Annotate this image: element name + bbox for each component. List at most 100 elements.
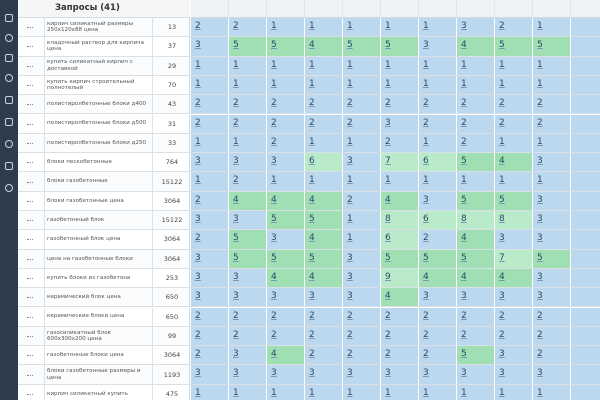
row-menu[interactable]: [18, 153, 45, 172]
row-menu[interactable]: [18, 133, 45, 153]
row-menu[interactable]: [18, 268, 45, 288]
query: блоки газобетонные: [47, 172, 153, 191]
table-row: газобетонные блоки цена 3064 2 3 4 2 2 2 2 5 3 2: [18, 346, 600, 366]
extra-column: [571, 75, 600, 95]
row-menu[interactable]: [18, 114, 45, 133]
row-menu[interactable]: [18, 95, 45, 114]
position: 3: [533, 230, 571, 249]
row-menu[interactable]: [18, 307, 45, 326]
query: кирпич силикатный размеры 250х120х88 цен…: [47, 18, 153, 37]
position: 2: [495, 114, 533, 133]
extra-column: [571, 268, 600, 288]
row-menu[interactable]: [18, 211, 45, 230]
row-menu[interactable]: [18, 56, 45, 75]
nav-icon[interactable]: [5, 14, 13, 22]
row-menu[interactable]: [18, 230, 45, 249]
position: 2: [419, 230, 457, 249]
row-menu[interactable]: [18, 37, 45, 56]
position: 4: [267, 346, 305, 365]
extra-column: [571, 114, 600, 133]
extra-column: [571, 384, 600, 400]
row-menu[interactable]: [18, 249, 45, 268]
position: 3: [343, 249, 381, 268]
position: 3: [267, 230, 305, 249]
position: 3: [305, 365, 343, 384]
position: 4: [419, 268, 457, 288]
row-menu[interactable]: [18, 288, 45, 307]
position: 3: [229, 268, 267, 288]
position: 3: [343, 288, 381, 307]
date-header-cell: [191, 0, 229, 18]
row-menu[interactable]: [18, 75, 45, 95]
date-header-cell: [457, 0, 495, 18]
position: 2: [229, 114, 267, 133]
position: 1: [419, 133, 457, 153]
position: 1: [343, 133, 381, 153]
frequency: 29: [155, 56, 190, 75]
position: 5: [457, 249, 495, 268]
row-menu[interactable]: [18, 326, 45, 346]
extra-column: [571, 153, 600, 172]
position: 2: [305, 346, 343, 365]
frequency: 37: [155, 37, 190, 56]
query: блоки газобетонные цена: [47, 191, 153, 210]
nav-icon[interactable]: [5, 162, 13, 170]
position: 2: [267, 133, 305, 153]
position: 3: [191, 249, 229, 268]
nav-icon[interactable]: [5, 118, 13, 126]
position: 5: [267, 249, 305, 268]
position: 2: [267, 95, 305, 114]
frequency: 3064: [155, 191, 190, 210]
nav-icon[interactable]: [5, 74, 13, 82]
nav-icon[interactable]: [5, 54, 13, 62]
position: 1: [533, 133, 571, 153]
position: 6: [305, 153, 343, 172]
position: 1: [267, 172, 305, 191]
row-menu[interactable]: [18, 384, 45, 400]
frequency: 650: [155, 307, 190, 326]
nav-icon[interactable]: [5, 140, 13, 148]
position: 2: [343, 191, 381, 210]
query: газобетонный блок: [47, 211, 153, 230]
position: 1: [457, 172, 495, 191]
position: 1: [419, 56, 457, 75]
query: кирпич силикатный купить: [47, 384, 153, 400]
position: 3: [457, 365, 495, 384]
position: 5: [381, 37, 419, 56]
position: 1: [533, 75, 571, 95]
row-menu[interactable]: [18, 365, 45, 384]
table-row: купить силикатный кирпич с доставкой 29 1 1…: [18, 56, 600, 76]
extra-column: [571, 307, 600, 326]
position: 2: [457, 114, 495, 133]
position: 2: [267, 307, 305, 326]
row-menu[interactable]: [18, 191, 45, 210]
date-header-cell: [305, 0, 343, 18]
position: 3: [495, 288, 533, 307]
position: 1: [533, 18, 571, 37]
row-menu[interactable]: [18, 18, 45, 37]
position: 3: [343, 153, 381, 172]
position: 3: [343, 365, 381, 384]
position: 2: [229, 326, 267, 346]
row-menu[interactable]: [18, 172, 45, 191]
nav-icon[interactable]: [5, 96, 13, 104]
row-menu[interactable]: [18, 346, 45, 365]
position: 3: [419, 365, 457, 384]
position: 5: [267, 37, 305, 56]
position: 1: [305, 75, 343, 95]
position: 3: [229, 365, 267, 384]
nav-icon[interactable]: [5, 184, 13, 192]
date-header-cell: [343, 0, 381, 18]
position: 5: [343, 37, 381, 56]
nav-icon[interactable]: [5, 34, 13, 42]
extra-column: [571, 37, 600, 56]
table-row: керамический блок цена 650 3 3 3 3 3 4 3 3 3 3: [18, 288, 600, 308]
frequency: 13: [155, 18, 190, 37]
position: 2: [457, 133, 495, 153]
position: 3: [343, 268, 381, 288]
position: 2: [229, 18, 267, 37]
position: 1: [419, 75, 457, 95]
position: 4: [267, 268, 305, 288]
position: 7: [381, 153, 419, 172]
position: 4: [305, 37, 343, 56]
